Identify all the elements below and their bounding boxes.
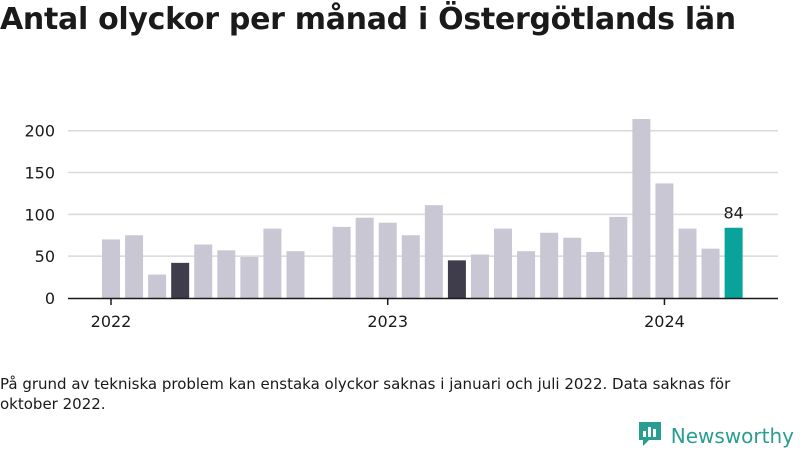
footnote: På grund av tekniska problem kan enstaka… bbox=[0, 375, 731, 413]
bar bbox=[217, 250, 236, 298]
bar bbox=[263, 228, 282, 298]
bar-value-label: 84 bbox=[723, 204, 743, 223]
bar bbox=[240, 257, 259, 298]
bar bbox=[378, 222, 397, 298]
x-tick-label: 2023 bbox=[367, 312, 408, 331]
bar bbox=[125, 235, 144, 298]
y-tick-label: 200 bbox=[24, 122, 55, 141]
brand-name: Newsworthy bbox=[670, 424, 794, 448]
bar bbox=[586, 252, 605, 298]
bar bbox=[494, 228, 513, 298]
bar bbox=[102, 239, 120, 298]
bar bbox=[194, 244, 213, 298]
bar bbox=[517, 251, 536, 298]
y-tick-label: 0 bbox=[45, 289, 55, 308]
x-tick-label: 2024 bbox=[644, 312, 685, 331]
bar bbox=[401, 235, 420, 298]
y-tick-label: 100 bbox=[24, 205, 55, 224]
bar bbox=[655, 183, 674, 298]
bar-chart: 0 50 100 150 200 84 2022 2023 2024 bbox=[24, 119, 778, 331]
x-tick-marks bbox=[110, 298, 666, 305]
bar bbox=[332, 226, 351, 298]
bar bbox=[470, 254, 489, 298]
newsworthy-logo-icon bbox=[637, 420, 663, 452]
bar bbox=[701, 248, 720, 298]
bar-value-labels: 84 bbox=[723, 204, 743, 223]
bar bbox=[424, 205, 443, 298]
bars bbox=[102, 119, 743, 298]
y-tick-label: 150 bbox=[24, 164, 55, 183]
bar bbox=[355, 217, 374, 298]
x-tick-labels: 2022 2023 2024 bbox=[91, 312, 685, 331]
bar bbox=[563, 237, 582, 298]
bar bbox=[609, 216, 628, 298]
bar bbox=[540, 232, 559, 298]
brand-logo[interactable]: Newsworthy bbox=[637, 420, 794, 452]
bar bbox=[148, 274, 167, 298]
x-tick-label: 2022 bbox=[91, 312, 132, 331]
bar bbox=[447, 260, 466, 298]
bar bbox=[171, 262, 190, 298]
bar bbox=[678, 228, 697, 298]
y-tick-labels: 0 50 100 150 200 bbox=[24, 122, 55, 308]
bar bbox=[632, 119, 651, 298]
bar bbox=[286, 251, 305, 298]
chart-title: Antal olyckor per månad i Östergötlands … bbox=[0, 2, 736, 37]
y-tick-label: 50 bbox=[35, 247, 55, 266]
bar bbox=[724, 227, 743, 298]
